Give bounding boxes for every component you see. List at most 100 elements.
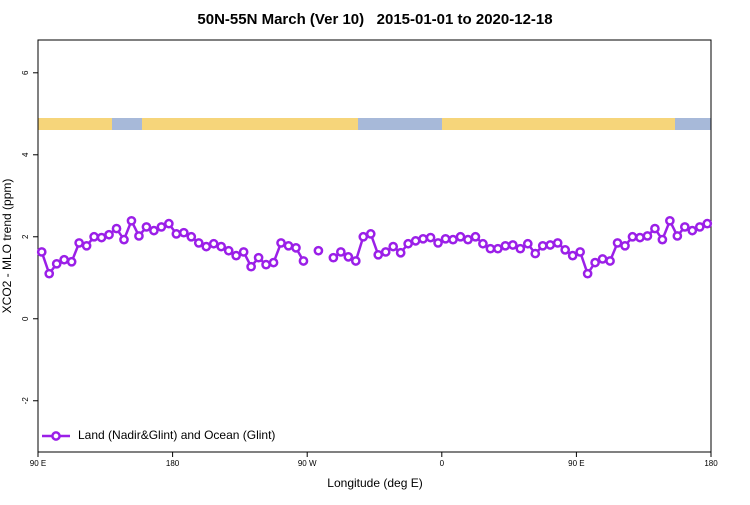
data-point (590, 257, 600, 268)
data-point (567, 250, 578, 261)
data-point (74, 238, 84, 248)
data-point (493, 243, 503, 254)
data-point (276, 238, 286, 248)
data-point (478, 238, 488, 249)
data-point (186, 231, 197, 242)
data-point (336, 247, 346, 257)
data-point (463, 234, 473, 245)
data-point (81, 240, 92, 251)
data-point (635, 232, 645, 243)
x-tick-label: 90 E (30, 459, 46, 468)
x-tick-label: 90 E (568, 459, 584, 468)
data-point (425, 232, 436, 243)
data-point (433, 238, 443, 248)
data-point (246, 261, 256, 272)
data-point (642, 231, 653, 241)
y-tick-label: 0 (21, 316, 30, 321)
data-point (395, 247, 406, 258)
data-point (388, 241, 399, 252)
data-point (403, 238, 413, 249)
data-point (440, 233, 451, 244)
data-point (178, 227, 189, 238)
data-point (96, 232, 107, 243)
data-point (104, 229, 114, 240)
data-point (313, 245, 324, 256)
x-tick-label: 0 (440, 459, 445, 468)
data-point (620, 240, 630, 251)
x-tick-label: 90 W (298, 459, 317, 468)
data-point (208, 238, 219, 249)
data-point (522, 238, 533, 249)
data-point (380, 247, 391, 257)
data-point (418, 233, 428, 244)
x-tick-label: 180 (166, 459, 180, 468)
data-point (455, 231, 466, 242)
x-axis-label: Longitude (deg E) (327, 476, 422, 490)
data-point (36, 247, 47, 257)
data-point (253, 252, 264, 263)
data-point (126, 215, 137, 226)
data-point (164, 218, 174, 229)
y-tick-label: -2 (21, 397, 30, 405)
data-point (149, 225, 159, 236)
data-point (410, 236, 421, 246)
ocean-segment (358, 118, 442, 130)
data-point (350, 256, 361, 266)
data-point (66, 256, 77, 267)
data-point (291, 242, 301, 253)
data-point (201, 241, 212, 252)
data-point (687, 225, 698, 236)
data-point (238, 247, 249, 257)
data-point (500, 240, 511, 251)
data-point (657, 234, 668, 245)
data-point (343, 252, 354, 262)
data-point (373, 249, 384, 260)
ocean-segment (112, 118, 142, 130)
data-point (672, 231, 683, 241)
data-point (679, 222, 690, 232)
ocean-segment (675, 118, 711, 130)
y-tick-label: 2 (21, 234, 30, 239)
data-point (694, 222, 705, 232)
plot-frame (37, 39, 712, 453)
data-point (448, 234, 458, 245)
data-point (141, 222, 152, 232)
chart-title: 50N-55N March (Ver 10) 2015-01-01 to 202… (197, 11, 552, 28)
x-tick-label: 180 (704, 459, 718, 468)
data-point (612, 238, 623, 248)
data-point (51, 258, 62, 269)
data-point (582, 268, 593, 279)
data-point (515, 243, 526, 254)
data-point (597, 254, 608, 264)
data-point (111, 223, 122, 234)
data-point (537, 240, 548, 251)
data-point (470, 231, 481, 242)
data-point (261, 259, 271, 270)
data-point (298, 256, 309, 266)
data-point (328, 252, 339, 263)
data-point (650, 223, 660, 234)
y-tick-label: 6 (21, 70, 30, 75)
data-point (193, 238, 204, 248)
data-point (560, 245, 571, 255)
data-point (552, 238, 563, 248)
data-point (627, 231, 638, 242)
data-point (171, 229, 182, 239)
data-point (365, 229, 376, 239)
data-point (545, 240, 556, 250)
data-point (283, 240, 294, 251)
legend-marker (51, 431, 61, 441)
y-axis-label: XCO2 - MLO trend (ppm) (0, 179, 14, 314)
data-point (665, 215, 675, 226)
data-point (89, 231, 99, 242)
data-point (119, 234, 129, 245)
data-point (605, 256, 615, 266)
data-point (59, 254, 70, 265)
data-point (358, 231, 369, 242)
data-point (507, 240, 518, 250)
data-point (530, 248, 541, 259)
y-tick-label: 4 (21, 152, 30, 157)
land-ocean-band (38, 118, 711, 130)
